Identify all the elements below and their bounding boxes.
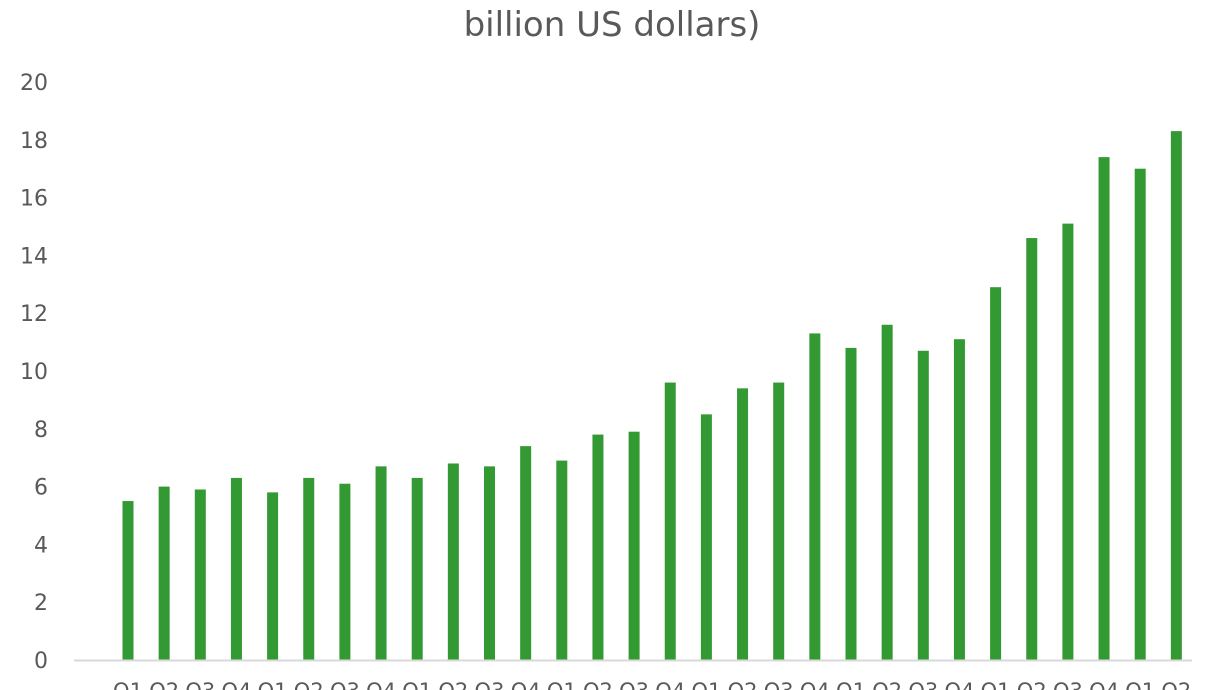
x-tick-label: Q2 [583, 679, 613, 690]
bar [1134, 168, 1146, 660]
bar [990, 287, 1002, 660]
x-tick-label: Q1 [691, 679, 721, 690]
x-tick-label: Q1 [836, 679, 866, 690]
y-tick-label: 6 [34, 476, 48, 501]
bar [1170, 131, 1182, 660]
x-tick-label: Q4 [366, 679, 396, 690]
y-tick-label: 12 [20, 302, 48, 327]
x-tick-label: Q4 [800, 679, 830, 690]
y-tick-label: 8 [34, 418, 48, 443]
y-tick-label: 0 [34, 649, 48, 674]
bar [737, 388, 749, 660]
bar [411, 477, 423, 660]
x-tick-label: Q2 [294, 679, 324, 690]
x-tick-label: Q2 [149, 679, 179, 690]
x-tick-label: Q3 [908, 679, 938, 690]
x-tick-label: Q4 [1089, 679, 1119, 690]
bar [628, 431, 640, 660]
x-tick-label: Q3 [185, 679, 215, 690]
bar [122, 501, 134, 660]
bar [194, 489, 206, 660]
x-tick-label: Q3 [475, 679, 505, 690]
bar [230, 477, 242, 660]
bar [303, 477, 315, 660]
y-tick-label: 20 [20, 71, 48, 96]
bar [845, 347, 857, 660]
x-tick-label: Q2 [438, 679, 468, 690]
bar [1098, 157, 1110, 660]
x-tick-label: Q1 [113, 679, 143, 690]
x-axis-ticks: Q1 Q2 Q3 Q4 Q1 Q2 Q3 Q4 Q1 Q2 Q3 Q4 Q1 Q2 Q3 Q4 Q1 Q2 Q3 Q4… [113, 679, 1191, 690]
bar [881, 324, 893, 660]
x-tick-label: Q2 [728, 679, 758, 690]
bar [1062, 223, 1074, 661]
bar [809, 333, 821, 660]
bar [592, 434, 604, 660]
bar [267, 492, 279, 660]
bar [484, 466, 495, 660]
bar [375, 466, 387, 660]
x-tick-label: Q4 [655, 679, 685, 690]
x-tick-label: Q1 [402, 679, 432, 690]
x-tick-label: Q3 [330, 679, 360, 690]
bar-series [122, 131, 1182, 661]
chart-title: billion US dollars) [464, 5, 761, 45]
bar [447, 463, 459, 660]
bar [158, 486, 170, 660]
x-tick-label: Q1 [258, 679, 288, 690]
bar [953, 339, 965, 660]
y-axis-ticks: 0 2 4 6 8 10 12 14 16 18 20 [20, 71, 48, 674]
bar [339, 483, 351, 660]
bar [700, 414, 712, 660]
y-tick-label: 2 [34, 591, 48, 616]
x-tick-label: Q1 [981, 679, 1011, 690]
x-tick-label: Q3 [764, 679, 794, 690]
bar [556, 460, 568, 660]
bar [1026, 238, 1038, 660]
bar [664, 382, 676, 660]
x-tick-label: Q4 [945, 679, 975, 690]
x-tick-label: Q2 [1017, 679, 1047, 690]
x-tick-label: Q3 [1053, 679, 1083, 690]
bar [520, 446, 532, 660]
x-tick-label: Q4 [511, 679, 541, 690]
x-tick-label: Q1 [1125, 679, 1155, 690]
y-tick-label: 16 [20, 187, 48, 212]
y-tick-label: 14 [20, 244, 48, 269]
x-tick-label: Q2 [872, 679, 902, 690]
y-tick-label: 4 [34, 533, 48, 558]
y-tick-label: 10 [20, 360, 48, 385]
x-tick-label: Q3 [619, 679, 649, 690]
y-tick-label: 18 [20, 129, 48, 154]
x-tick-label: Q1 [547, 679, 577, 690]
bar [773, 382, 785, 660]
bar [917, 350, 929, 660]
x-tick-label: Q2 [1161, 679, 1191, 690]
x-tick-label: Q4 [222, 679, 252, 690]
